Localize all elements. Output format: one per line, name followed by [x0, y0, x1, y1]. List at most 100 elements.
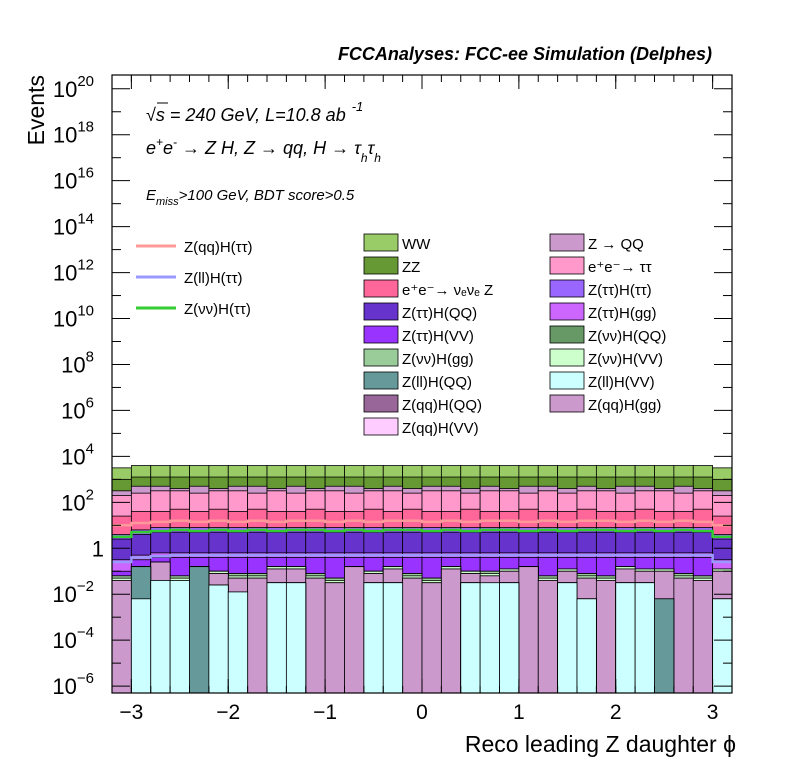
- legend-label: Z(νν)H(ττ): [184, 301, 251, 318]
- legend-swatch-e-e: [549, 256, 585, 275]
- y-tick-label: 10−4: [52, 624, 94, 653]
- x-tick-label: −1: [313, 701, 337, 724]
- y-tick-label: 10−2: [52, 578, 94, 607]
- bar-z-ll-h-vv-1: [130, 598, 152, 694]
- legend-swatch-z-ll-h-qq: [363, 371, 399, 390]
- annotation-process: e+e- → Z H, Z → qq, H → τhτh: [146, 135, 381, 165]
- line-z-qq-h: [112, 519, 732, 527]
- legend-label: e⁺e⁻→ νₑνₑ Z: [402, 282, 493, 299]
- legend-swatch-z-h-qq: [363, 302, 399, 321]
- bar-z-qq-h-gg-17: [440, 568, 462, 694]
- bar-z-ll-h-vv-8: [266, 582, 287, 694]
- legend-label: ZZ: [402, 259, 420, 276]
- line-z-h: [112, 528, 732, 539]
- bar-z-qq-h-gg-15: [402, 577, 423, 694]
- bar-z-ll-h-vv-31: [712, 598, 733, 694]
- bar-z-ll-h-vv-2: [150, 580, 171, 694]
- axis-ticks: −3 −2 −1 0 1 2 3 10−6 10−4 10−2 1 102 104 106 108 1010 1…: [52, 73, 733, 724]
- legend-label: Z → QQ: [588, 236, 644, 253]
- x-tick-label: −2: [216, 701, 240, 724]
- y-tick-label: 10−6: [52, 670, 94, 699]
- legend-swatch-z-h-qq: [549, 325, 585, 344]
- legend-label: Z(qq)H(ττ): [184, 239, 253, 256]
- bar-z-qq-h-gg-0: [111, 580, 132, 694]
- bar-z-qq-h-gg-25: [595, 580, 617, 694]
- bar-z-ll-h-vv-13: [363, 582, 384, 694]
- bar-z-ll-h-vv-27: [634, 582, 655, 694]
- x-axis-label: Reco leading Z daughter ϕ: [465, 731, 736, 757]
- stack-bars: [111, 465, 733, 694]
- legend-swatch-z-h-gg: [363, 348, 399, 367]
- legend-label: Z(νν)H(QQ): [588, 328, 666, 345]
- bar-z-ll-h-vv-20: [499, 582, 520, 694]
- bar-z-qq-h-gg-7: [247, 577, 268, 694]
- bar-z-ll-h-vv-5: [208, 584, 229, 694]
- bar-z-ll-h-vv-24: [576, 598, 597, 694]
- bar-z-ll-h-qq-4: [189, 566, 210, 694]
- y-tick-label: 1: [92, 536, 104, 561]
- legend: Z(qq)H(ττ) Z(ll)H(ττ) Z(νν)H(ττ) WW ZZ e⁺e⁻→ …: [136, 233, 666, 437]
- legend-label: Z(ττ)H(QQ): [402, 305, 477, 322]
- legend-swatch-z-h: [549, 279, 585, 298]
- y-tick-label: 104: [61, 440, 94, 469]
- annotations: √s = 240 GeV, L=10.8 ab -1 e+e- → Z H, Z →…: [146, 99, 381, 208]
- legend-label: Z(ττ)H(VV): [402, 328, 474, 345]
- y-tick-label: 102: [61, 486, 94, 515]
- x-tick-label: 0: [416, 701, 428, 724]
- y-tick-label: 106: [61, 394, 94, 423]
- legend-swatch-z-ll-h-vv: [549, 371, 585, 390]
- y-tick-label: 1014: [53, 211, 94, 240]
- bar-z-ll-h-vv-26: [615, 582, 636, 694]
- y-tick-label: 1012: [53, 257, 94, 286]
- y-tick-label: 1010: [53, 303, 94, 332]
- bar-z-ll-h-vv-3: [169, 580, 190, 694]
- legend-label: Z(ll)H(VV): [588, 374, 655, 391]
- legend-swatch-z-qq: [549, 233, 585, 252]
- chart-title: FCCAnalyses: FCC-ee Simulation (Delphes): [338, 44, 712, 64]
- bar-z-qq-h-gg-16: [421, 582, 442, 694]
- x-tick-label: 3: [707, 701, 719, 724]
- legend-label: Z(ττ)H(ττ): [588, 282, 652, 299]
- signal-lines: [112, 519, 732, 564]
- x-tick-label: 1: [513, 701, 525, 724]
- bar-z-ll-h-qq-28: [654, 598, 675, 694]
- x-tick-label: −3: [119, 701, 143, 724]
- legend-label: WW: [402, 236, 431, 253]
- legend-label: Z(qq)H(VV): [402, 420, 479, 437]
- bar-z-qq-h-gg-21: [518, 566, 539, 694]
- line-z-ll-h: [112, 553, 732, 564]
- bar-z-qq-h-gg-11: [324, 582, 345, 694]
- legend-label: e⁺e⁻→ ττ: [588, 259, 652, 276]
- legend-swatch-zz: [363, 256, 399, 275]
- legend-swatch-z-h-vv: [363, 325, 399, 344]
- legend-label: Z(qq)H(QQ): [402, 397, 482, 414]
- bar-z-qq-h-gg-12: [344, 566, 365, 694]
- y-tick-label: 1016: [53, 165, 94, 194]
- legend-label: Z(νν)H(gg): [402, 351, 474, 368]
- annotation-energy-lumi: √s = 240 GeV, L=10.8 ab -1: [146, 99, 363, 125]
- bar-z-ll-h-vv-6: [227, 591, 249, 694]
- y-tick-label: 1018: [53, 119, 94, 148]
- bar-z-ll-h-vv-19: [479, 582, 500, 694]
- legend-label: Z(ττ)H(gg): [588, 305, 657, 322]
- bar-z-qq-h-gg-10: [305, 577, 326, 694]
- y-axis-label: Events: [23, 75, 49, 145]
- y-tick-label: 1020: [53, 73, 94, 102]
- legend-swatch-z-h-vv: [549, 348, 585, 367]
- x-tick-label: 2: [610, 701, 622, 724]
- annotation-selection: Emiss>100 GeV, BDT score>0.5: [146, 187, 355, 208]
- legend-label: Z(qq)H(gg): [588, 397, 661, 414]
- legend-label: Z(ll)H(ττ): [184, 270, 243, 287]
- y-tick-label: 108: [61, 348, 94, 377]
- legend-swatch-z-h-gg: [549, 302, 585, 321]
- legend-swatch-e-e-z: [363, 279, 399, 298]
- bar-z-qq-h-gg-22: [537, 580, 559, 694]
- bar-z-ll-h-vv-14: [382, 582, 404, 694]
- bar-z-ll-h-vv-9: [285, 582, 307, 694]
- bar-z-qq-h-gg-29: [673, 577, 694, 694]
- legend-swatch-z-qq-h-qq: [363, 394, 399, 413]
- bar-z-ll-h-vv-18: [460, 582, 481, 694]
- legend-label: Z(ll)H(QQ): [402, 374, 472, 391]
- bar-z-qq-h-gg-30: [692, 580, 714, 694]
